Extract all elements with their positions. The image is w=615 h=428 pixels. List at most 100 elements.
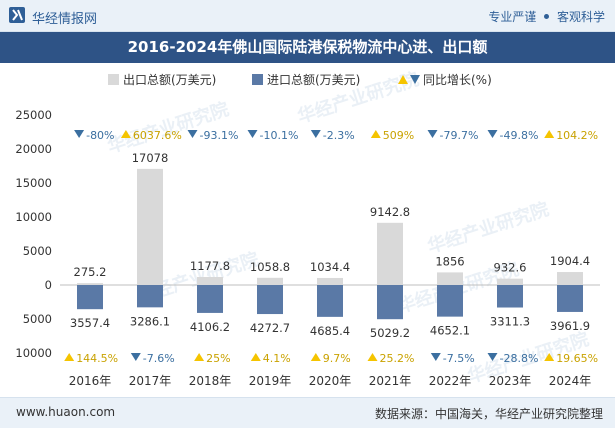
y-tick-label: 25000	[15, 108, 52, 122]
import-bar	[137, 285, 163, 308]
x-tick-label: 2022年	[429, 374, 472, 388]
export-yoy-value: 509%	[383, 129, 414, 142]
y-tick-label: 5000	[23, 312, 52, 326]
y-tick-label: 0	[45, 278, 52, 292]
export-bar	[257, 277, 283, 285]
export-value-label: 1856	[435, 254, 464, 268]
tagline-1: 专业严谨	[488, 10, 537, 24]
export-yoy-down-icon	[310, 130, 321, 138]
legend-import-swatch	[252, 74, 263, 85]
import-yoy-value: -28.8%	[500, 352, 539, 365]
import-value-label: 3557.4	[70, 316, 110, 330]
legend-yoy-label: 同比增长(%)	[423, 73, 492, 87]
export-yoy-value: -10.1%	[260, 129, 299, 142]
import-yoy-value: 25%	[206, 352, 230, 365]
export-value-label: 9142.8	[370, 205, 410, 219]
x-tick-label: 2021年	[369, 374, 412, 388]
watermark-text: 华经产业研究院	[425, 198, 552, 258]
import-bar	[77, 285, 103, 310]
export-yoy-down-icon	[74, 130, 85, 138]
import-yoy-down-icon	[487, 353, 498, 361]
bars	[77, 168, 583, 320]
x-axis: 2016年 2017年 2018年 2019年 2020年 2021年 2022年 2023年…	[69, 374, 592, 388]
import-yoy-up-icon	[64, 353, 75, 361]
logo-icon	[9, 7, 25, 23]
export-yoy-down-icon	[427, 130, 438, 138]
export-yoy-up-icon	[120, 130, 131, 138]
export-yoy-down-icon	[487, 130, 498, 138]
x-tick-label: 2019年	[249, 374, 292, 388]
export-yoy-value: -80%	[86, 129, 114, 142]
x-tick-label: 2018年	[189, 374, 232, 388]
export-yoy-down-icon	[247, 130, 258, 138]
import-yoy-value: 144.5%	[76, 352, 118, 365]
footer-source: 数据来源：中国海关，华经产业研究院整理	[374, 407, 603, 421]
export-bar	[557, 272, 583, 285]
tagline-2: 客观科学	[556, 10, 605, 24]
y-axis: 10000 5000 0 5000 10000 15000 20000 25000	[15, 108, 600, 360]
import-yoy-value: 4.1%	[263, 352, 291, 365]
separator-dot	[544, 14, 550, 19]
import-yoy-value: 25.2%	[380, 352, 415, 365]
y-tick-label: 10000	[15, 346, 52, 360]
tagline: 专业严谨 客观科学	[488, 8, 605, 25]
export-value-label: 1904.4	[550, 254, 590, 268]
import-bar	[257, 285, 283, 315]
legend-import-label: 进口总额(万美元)	[267, 73, 360, 87]
import-value-label: 4106.2	[190, 320, 230, 334]
import-yoy-value: -7.5%	[443, 352, 475, 365]
chart-title: 2016-2024年佛山国际陆港保税物流中心进、出口额	[0, 32, 615, 63]
export-value-label: 1058.8	[250, 260, 290, 274]
export-yoy-down-icon	[187, 130, 198, 138]
footer: www.huaon.com 数据来源：中国海关，华经产业研究院整理	[0, 397, 615, 428]
export-yoy-value: -93.1%	[200, 129, 239, 142]
import-value-label: 3961.9	[550, 319, 590, 333]
import-value-label: 4272.7	[250, 321, 290, 335]
export-yoy-value: 6037.6%	[133, 129, 182, 142]
export-yoy-value: -79.7%	[440, 129, 479, 142]
import-bar	[557, 285, 583, 312]
legend: 出口总额(万美元) 进口总额(万美元) 同比增长(%)	[108, 73, 492, 87]
export-bar	[317, 277, 343, 285]
chart: 华经产业研究院华经产业研究院华经产业研究院华经产业研究院华经产业研究院华经产业研…	[15, 68, 600, 388]
footer-url[interactable]: www.huaon.com	[16, 405, 116, 419]
export-yoy-value: -2.3%	[323, 129, 355, 142]
import-bar	[497, 285, 523, 308]
import-yoy-down-icon	[430, 353, 441, 361]
import-bar	[437, 285, 463, 317]
import-value-label: 3286.1	[130, 314, 170, 328]
legend-down-triangle	[410, 75, 420, 84]
export-yoy-value: -49.8%	[500, 129, 539, 142]
import-yoy-value: 9.7%	[323, 352, 351, 365]
x-tick-label: 2016年	[69, 374, 112, 388]
import-bar	[317, 285, 343, 317]
legend-export-label: 出口总额(万美元)	[123, 73, 216, 87]
import-value-label: 5029.2	[370, 326, 410, 340]
data-labels: 275.2 17078 1177.8 1058.8 1034.4 9142.8 1856 93…	[70, 151, 590, 340]
brand-name: 华经情报网	[32, 12, 98, 27]
export-bar	[77, 283, 103, 285]
x-tick-label: 2023年	[489, 374, 532, 388]
export-bar	[497, 278, 523, 285]
y-tick-label: 5000	[23, 244, 52, 258]
import-yoy-down-icon	[130, 353, 141, 361]
export-bar	[377, 222, 403, 285]
y-tick-label: 20000	[15, 142, 52, 156]
y-tick-label: 15000	[15, 176, 52, 190]
import-value-label: 4652.1	[430, 324, 470, 338]
x-tick-label: 2024年	[549, 374, 592, 388]
x-tick-label: 2020年	[309, 374, 352, 388]
import-yoy-up-icon	[194, 353, 205, 361]
export-value-label: 1034.4	[310, 260, 350, 274]
import-yoy-value: -7.6%	[143, 352, 175, 365]
import-yoy-up-icon	[310, 353, 321, 361]
import-bar	[377, 285, 403, 320]
yoy-labels: -80% 6037.6% -93.1% -10.1% -2.3% 509% -79.7% -4…	[64, 129, 598, 365]
import-yoy-value: 19.65%	[556, 352, 598, 365]
export-value-label: 275.2	[74, 265, 107, 279]
import-yoy-up-icon	[367, 353, 378, 361]
export-value-label: 17078	[132, 151, 169, 165]
watermarks: 华经产业研究院华经产业研究院华经产业研究院华经产业研究院华经产业研究院华经产业研…	[105, 68, 592, 388]
import-bar	[197, 285, 223, 313]
x-tick-label: 2017年	[129, 374, 172, 388]
